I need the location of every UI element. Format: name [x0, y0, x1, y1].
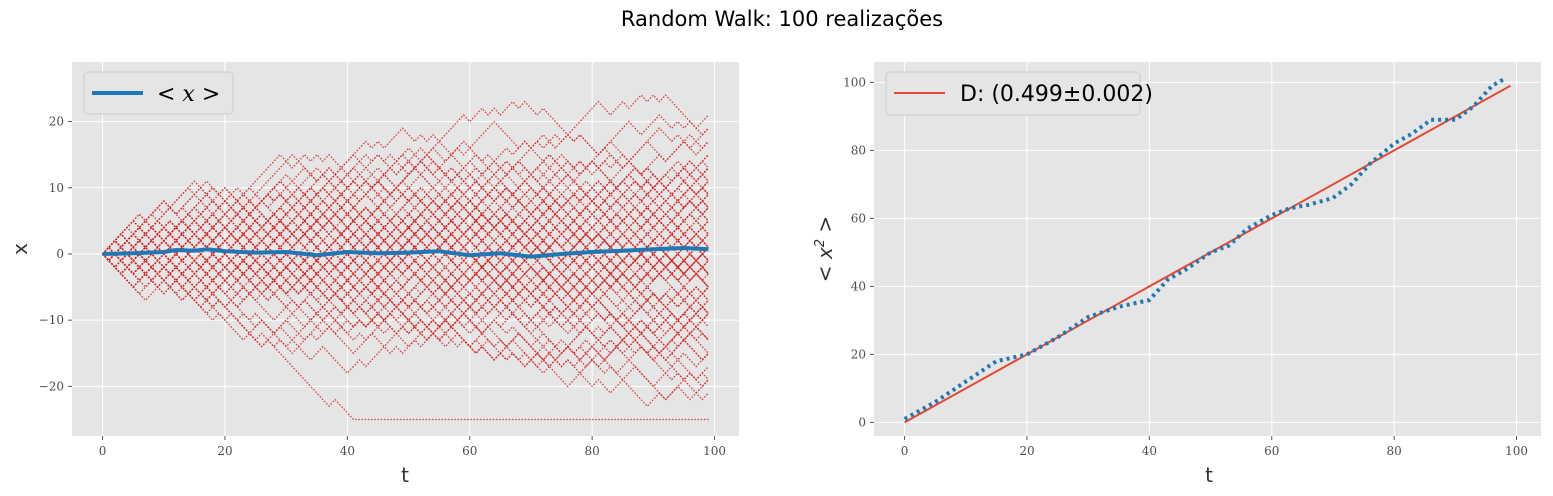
- y-tick-label: −10: [39, 313, 64, 327]
- y-tick-label: 10: [49, 181, 64, 195]
- y-tick-label: 80: [851, 143, 866, 157]
- msd-plot-area: [874, 62, 1541, 436]
- x-tick-label: 60: [462, 444, 477, 458]
- x-tick-label: 0: [99, 444, 107, 458]
- x-tick-label: 100: [703, 444, 726, 458]
- walk-line: [102, 206, 709, 302]
- legend-box: [83, 71, 234, 115]
- walk-line: [102, 239, 709, 368]
- walk-line: [102, 193, 709, 275]
- legend-fit-label: D: (0.499±0.002): [960, 82, 1153, 107]
- msd-plot-ylabel: < x2 >: [813, 216, 837, 282]
- walk-plot-xlabel: t: [401, 463, 409, 487]
- walk-line: [102, 253, 709, 355]
- walk-line: [102, 226, 709, 361]
- y-tick-label: 0: [858, 415, 866, 429]
- walk-plot-data: [102, 94, 709, 421]
- msd-plot-legend: D: (0.499±0.002): [885, 71, 1153, 116]
- walk-plot-legend: < x >: [83, 71, 234, 115]
- x-tick-label: 0: [901, 444, 909, 458]
- walk-line: [102, 246, 709, 322]
- walk-line: [102, 206, 709, 315]
- msd-plot-grid: [874, 62, 1541, 436]
- walk-line: [102, 226, 709, 295]
- msd-plot: 0 20 40 60 80 100 0 20 40 60 80 100 t < x2 > D: (0.…: [813, 62, 1541, 487]
- figure-title: Random Walk: 100 realizações: [621, 7, 943, 31]
- msd-plot-data: [903, 77, 1511, 424]
- x-tick-label: 80: [584, 444, 599, 458]
- msd-plot-ticks: 0 20 40 60 80 100 0 20 40 60 80 100: [843, 75, 1528, 458]
- y-tick-label: −20: [39, 379, 64, 393]
- y-tick-label: 0: [56, 247, 64, 261]
- walk-plot-grid: [72, 62, 739, 436]
- walk-plot-ticks: 0 20 40 60 80 100 −20 −10 0 10 20: [39, 115, 726, 458]
- y-tick-label: 40: [851, 279, 866, 293]
- x-tick-label: 60: [1264, 444, 1279, 458]
- x-tick-label: 20: [217, 444, 232, 458]
- x-tick-label: 40: [340, 444, 355, 458]
- mean-line: [102, 246, 709, 259]
- walk-plot-ylabel: x: [8, 243, 32, 255]
- legend-box: [885, 71, 1141, 116]
- legend-mean-label: < x >: [157, 82, 220, 107]
- x-tick-label: 80: [1386, 444, 1401, 458]
- walk-line: [102, 239, 709, 322]
- y-tick-label: 20: [851, 347, 866, 361]
- walk-line: [102, 253, 709, 388]
- y-tick-label: 100: [843, 75, 866, 89]
- walk-line: [102, 186, 709, 262]
- msd-plot-xlabel: t: [1205, 463, 1213, 487]
- y-tick-label: 60: [851, 211, 866, 225]
- x-tick-label: 100: [1505, 444, 1528, 458]
- walk-line: [102, 219, 709, 275]
- walk-line: [102, 153, 709, 255]
- walk-line: [102, 206, 709, 269]
- x-tick-label: 20: [1019, 444, 1034, 458]
- x-tick-label: 40: [1142, 444, 1157, 458]
- walk-plot: 0 20 40 60 80 100 −20 −10 0 10 20 t x < x >: [8, 62, 739, 487]
- y-tick-label: 20: [49, 115, 64, 129]
